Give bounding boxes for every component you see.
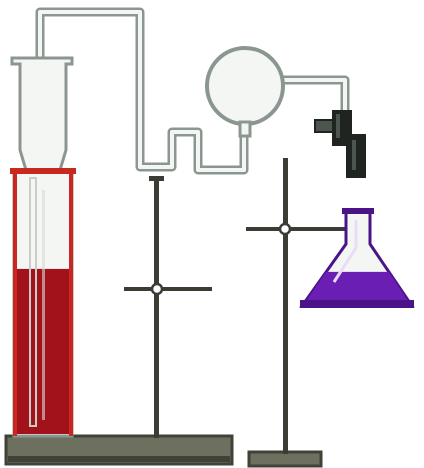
- cylinder-stopper: [10, 56, 74, 172]
- cylinder-inner-tube: [29, 177, 37, 427]
- stand-rod-left: [154, 178, 159, 438]
- cylinder-rim: [10, 168, 76, 174]
- clamp-knob-left: [150, 282, 164, 296]
- cylinder-wall-left: [13, 172, 17, 436]
- stand-base-right: [247, 450, 323, 468]
- glass-tubing: [35, 7, 350, 175]
- flask-highlight: [332, 220, 358, 283]
- side-arm-inner: [280, 78, 347, 120]
- erlenmeyer-flask: [299, 208, 415, 308]
- stand-base-left-shadow: [8, 456, 230, 462]
- round-bottom-bulb: [205, 46, 285, 138]
- stand-rod-right: [283, 158, 288, 454]
- flask-base: [300, 300, 414, 308]
- clamp-arm-right: [246, 227, 346, 231]
- valve-shine: [352, 140, 356, 170]
- ring-stand-right: [246, 158, 346, 468]
- stand-rod-cap-left: [149, 176, 164, 181]
- flask-rim: [342, 208, 374, 214]
- clamp-knob-right: [278, 222, 292, 236]
- bulb-neck: [238, 120, 252, 138]
- cylinder-wall-right: [69, 172, 73, 436]
- valve-shine-top: [336, 114, 340, 138]
- flask-liquid: [304, 271, 410, 304]
- tubing-inner: [38, 10, 246, 172]
- bulb-body: [205, 46, 285, 126]
- graduated-cylinder: [10, 56, 76, 438]
- cylinder-highlight: [42, 190, 45, 420]
- stopcock-icon: [314, 110, 366, 178]
- ring-stand-left: [4, 176, 234, 466]
- clamp-arm-left: [124, 287, 212, 291]
